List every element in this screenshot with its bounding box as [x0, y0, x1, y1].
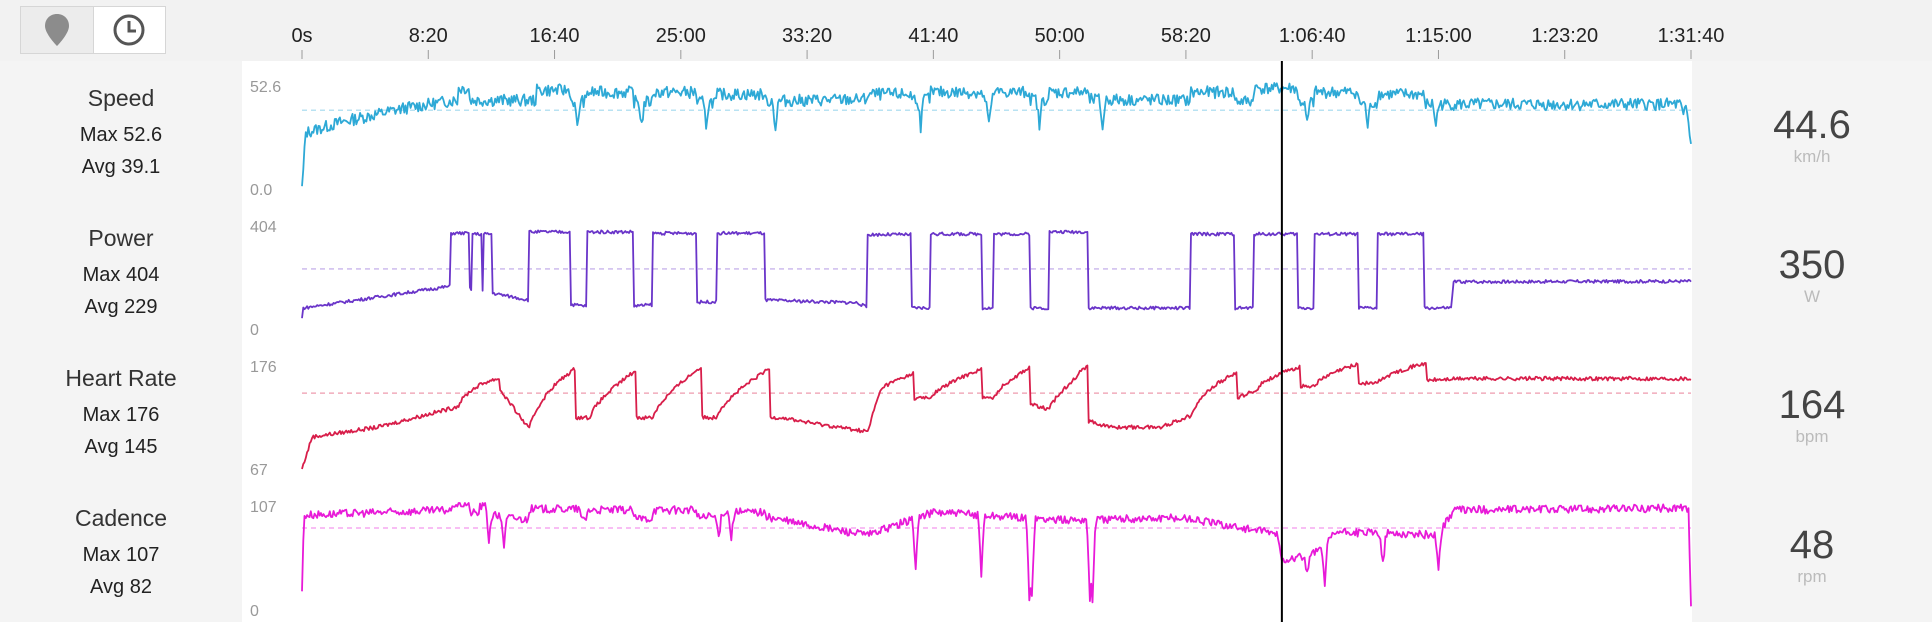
- x-tick-label: 50:00: [1035, 25, 1085, 47]
- cadence-current: 48: [1789, 523, 1835, 567]
- y-min-label: 0.0: [250, 182, 272, 199]
- time-view-button[interactable]: [93, 7, 165, 53]
- heart-rate-label-panel: Heart Rate Max 176 Avg 145: [0, 341, 242, 482]
- speed-current: 44.6: [1773, 103, 1851, 147]
- power-title: Power: [88, 225, 154, 251]
- power-plot[interactable]: 404 0: [242, 201, 1692, 341]
- clock-icon: [113, 14, 145, 46]
- y-max-label: 52.6: [250, 79, 281, 96]
- speed-value-panel: 44.6 km/h: [1692, 61, 1932, 202]
- power-label-panel: Power Max 404 Avg 229: [0, 201, 242, 342]
- speed-label-panel: Speed Max 52.6 Avg 39.1: [0, 61, 242, 202]
- map-view-button[interactable]: [21, 7, 94, 53]
- cadence-max: Max 107: [82, 544, 160, 566]
- cadence-unit: rpm: [1797, 567, 1827, 586]
- x-tick-label: 33:20: [782, 25, 832, 47]
- y-max-label: 176: [250, 359, 277, 376]
- heart-rate-title: Heart Rate: [65, 365, 177, 391]
- cadence-plot[interactable]: 107 0: [242, 481, 1692, 622]
- heart-rate-unit: bpm: [1795, 427, 1829, 446]
- cadence-label-panel: Cadence Max 107 Avg 82: [0, 481, 242, 623]
- top-toolbar: 0s 8:20 16:40 25:00 33:20 41:40 50:00 58:20 1:06…: [0, 0, 1932, 61]
- series-line: [301, 229, 1692, 319]
- heart-rate-max: Max 176: [82, 404, 160, 426]
- y-min-label: 0: [250, 322, 259, 339]
- view-toggle: [20, 6, 166, 54]
- x-tick-label: 58:20: [1161, 25, 1211, 47]
- y-min-label: 67: [250, 462, 268, 479]
- series-line: [301, 362, 1692, 470]
- heart-rate-plot[interactable]: 176 67: [242, 341, 1692, 481]
- x-tick-label: 1:15:00: [1405, 25, 1472, 47]
- cadence-avg: Avg 82: [90, 576, 152, 598]
- x-tick-label: 25:00: [656, 25, 706, 47]
- power-value-panel: 350 W: [1692, 201, 1932, 342]
- heart-rate-current: 164: [1778, 383, 1846, 427]
- y-max-label: 107: [250, 499, 277, 516]
- y-min-label: 0: [250, 603, 259, 620]
- speed-unit: km/h: [1793, 147, 1831, 166]
- speed-plot[interactable]: 52.6 0.0: [242, 61, 1692, 201]
- cadence-title: Cadence: [74, 505, 168, 531]
- x-tick-label: 8:20: [409, 25, 448, 47]
- x-tick-label: 1:06:40: [1279, 25, 1346, 47]
- speed-avg: Avg 39.1: [81, 156, 161, 178]
- speed-max: Max 52.6: [79, 124, 163, 146]
- x-tick-label: 41:40: [908, 25, 958, 47]
- y-max-label: 404: [250, 219, 277, 236]
- x-tick-label: 1:31:40: [1658, 25, 1725, 47]
- x-axis: 0s 8:20 16:40 25:00 33:20 41:40 50:00 58:20 1:06…: [291, 25, 1725, 59]
- power-max: Max 404: [82, 264, 160, 286]
- cadence-value-panel: 48 rpm: [1692, 481, 1932, 623]
- x-tick-label: 1:23:20: [1531, 25, 1598, 47]
- map-pin-icon: [44, 14, 69, 46]
- x-tick-label: 16:40: [530, 25, 580, 47]
- series-line: [301, 502, 1692, 607]
- power-avg: Avg 229: [84, 296, 158, 318]
- series-line: [301, 82, 1692, 187]
- x-tick-label: 0s: [291, 25, 312, 47]
- heart-rate-value-panel: 164 bpm: [1692, 341, 1932, 482]
- heart-rate-avg: Avg 145: [84, 436, 158, 458]
- power-unit: W: [1803, 287, 1821, 306]
- power-current: 350: [1778, 243, 1846, 287]
- speed-title: Speed: [87, 85, 155, 111]
